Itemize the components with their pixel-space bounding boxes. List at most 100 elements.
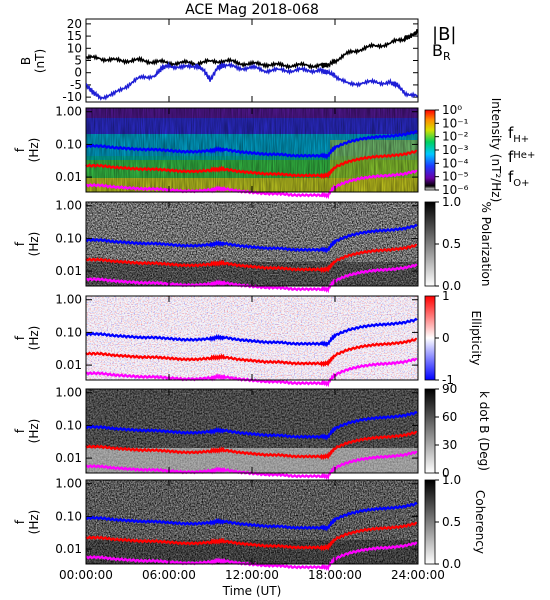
f-yunit: (Hz): [27, 138, 41, 163]
panel-power-spectrum: [86, 108, 418, 192]
gyro-he-line: [85, 243, 417, 274]
colorbar-tick-label: 90: [442, 382, 457, 396]
colorbar-tick-label: 0.5: [442, 237, 461, 251]
legend-b-total: |B|: [432, 24, 456, 45]
b-ytick-label: -10: [62, 90, 82, 104]
gyro-he-line: [85, 149, 417, 180]
colorbar-tick-label: 10⁻⁴: [442, 156, 469, 170]
b-ytick-label: 10: [67, 41, 82, 55]
ellipticity-blue-noise: [86, 296, 418, 380]
f-ylabel: f: [13, 335, 27, 340]
legend-b-radial-sub: R: [443, 50, 451, 63]
f-yunit: (Hz): [27, 510, 41, 535]
colorbar-ticks: 10⁰10⁻¹10⁻²10⁻³10⁻⁴10⁻⁵10⁻⁶1.00.50.010-1…: [435, 103, 469, 571]
colorbar-kdotb: [424, 388, 436, 474]
colorbar-tick-label: 60: [442, 410, 457, 424]
gyro-h-line: [85, 223, 418, 254]
cb-label-coherency: Coherency: [473, 490, 487, 554]
x-tick-label: 06:00:00: [142, 568, 196, 582]
gyro-he-line: [85, 337, 417, 368]
colorbar-coherency: [424, 479, 436, 565]
gyro-h-line: [85, 410, 418, 441]
f-ytick-label: 0.10: [55, 509, 82, 523]
b-ytick-label: 15: [67, 29, 82, 43]
gyro-h-line: [85, 317, 418, 348]
x-tick-label: 00:00:00: [59, 568, 113, 582]
cb-label-polarization: % Polarization: [479, 202, 493, 287]
panel-wave-normal-angle: [86, 389, 418, 473]
x-axis: 00:00:00 06:00:00 12:00:00 18:00:00 24:00:00: [59, 19, 445, 582]
colorbar-tick-label: 10⁻¹: [442, 116, 469, 130]
colorbar-tick-label: 10⁰: [442, 103, 462, 117]
f-ytick-label: 0.01: [55, 542, 82, 556]
f-ytick-label: 1.00: [55, 386, 82, 400]
legend-b-radial: BR: [432, 41, 451, 63]
b-yunit: (nT): [33, 49, 47, 73]
f-ytick-label: 0.01: [55, 264, 82, 278]
b-total-line: [86, 29, 418, 71]
colorbar-tick-label: 0.5: [442, 515, 461, 529]
cb-label-kdotb: k dot B (Deg): [477, 391, 491, 471]
x-tick-label: 24:00:00: [391, 568, 445, 582]
panel-polarization: [86, 202, 418, 286]
colorbar-tick-label: 0: [442, 331, 450, 345]
f-yunit: (Hz): [27, 326, 41, 351]
panel-coherence: [86, 480, 418, 564]
f-ytick-label: 1.00: [55, 293, 82, 307]
figure-title: ACE Mag 2018-068: [185, 2, 319, 18]
f-ytick-label: 1.00: [55, 477, 82, 491]
gyro-he-line: [85, 521, 417, 552]
legend-f-h: fH+: [508, 124, 529, 145]
colorbar-tick-label: 10⁻³: [442, 143, 469, 157]
colorbar-tick-label: 0: [442, 466, 450, 480]
gyro-he-line: [85, 430, 417, 461]
cb-label-ellipticity: Ellipticity: [469, 311, 483, 366]
colorbar-tick-label: 1.0: [442, 195, 461, 209]
f-ytick-label: 0.01: [55, 170, 82, 184]
f-ylabel: f: [13, 428, 27, 433]
f-ylabel: f: [13, 519, 27, 524]
colorbar-tick-label: -1: [442, 373, 454, 387]
legend-b-radial-main: B: [432, 41, 443, 60]
legend-f-o: fO+: [508, 168, 530, 189]
colorbars: [424, 109, 436, 565]
colorbar-tick-label: 30: [442, 438, 457, 452]
colorbar-intensity: [424, 109, 436, 191]
gyro-h-line: [85, 129, 418, 160]
x-axis-label: Time (UT): [222, 584, 282, 598]
cb-label-intensity: Intensity (nT²/Hz): [489, 98, 503, 203]
f-ytick-label: 0.10: [55, 418, 82, 432]
b-ytick-label: -5: [70, 78, 82, 92]
colorbar-tick-label: 1: [442, 289, 450, 303]
x-tick-label: 12:00:00: [225, 568, 279, 582]
colorbar-polarization: [424, 201, 436, 287]
colorbar-tick-label: 0.0: [442, 279, 461, 293]
f-ylabel: f: [13, 147, 27, 152]
colorbar-tick-label: 1.0: [442, 473, 461, 487]
b-ytick-label: 0: [74, 66, 82, 80]
f-ytick-label: 0.01: [55, 451, 82, 465]
legend-f-he: fHe+: [508, 148, 535, 166]
colorbar-ellipticity: [424, 295, 436, 381]
f-yunit: (Hz): [27, 419, 41, 444]
f-ytick-label: 0.10: [55, 231, 82, 245]
f-ylabel: f: [13, 241, 27, 246]
b-ytick-label: 5: [74, 54, 82, 68]
panel-ellipticity: [86, 296, 418, 380]
b-ytick-label: 20: [67, 17, 82, 31]
f-ytick-label: 0.10: [55, 325, 82, 339]
f-ytick-label: 0.01: [55, 358, 82, 372]
gyrofrequency-legend: fH+ fHe+ fO+: [508, 124, 535, 189]
gyro-h-line: [85, 501, 418, 532]
colorbar-tick-label: 0.0: [442, 557, 461, 571]
colorbar-tick-label: 10⁻²: [442, 130, 469, 144]
f-ytick-label: 1.00: [55, 105, 82, 119]
f-ytick-label: 1.00: [55, 199, 82, 213]
b-ylabel: B: [19, 57, 33, 65]
colorbar-tick-label: 10⁻⁶: [442, 183, 469, 197]
x-tick-label: 18:00:00: [308, 568, 362, 582]
spectrum-texture: [86, 108, 418, 192]
